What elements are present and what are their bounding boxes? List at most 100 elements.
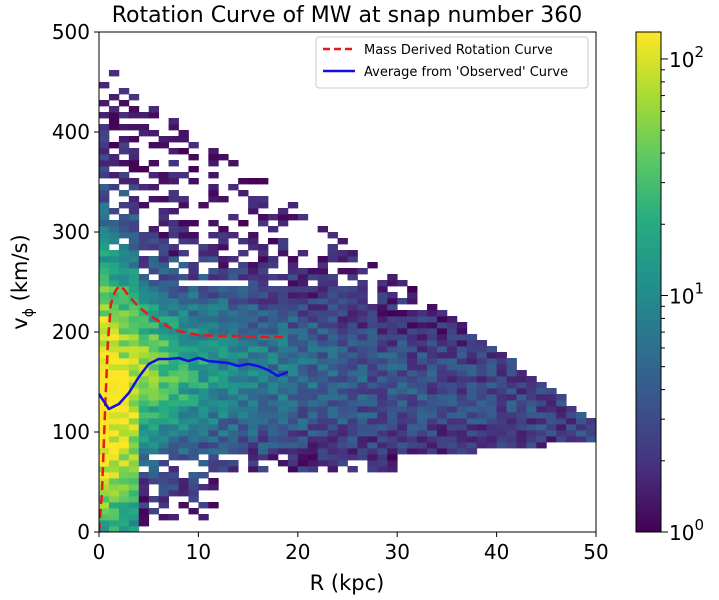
heatmap-cell <box>128 232 140 239</box>
heatmap-cell <box>267 274 279 281</box>
heatmap-cell <box>128 316 140 323</box>
heatmap-cell <box>138 238 150 245</box>
heatmap-cell <box>347 376 358 383</box>
heatmap-cell <box>387 460 398 467</box>
heatmap-cell <box>486 436 497 443</box>
heatmap-cell <box>297 346 309 353</box>
heatmap-cell <box>427 340 438 347</box>
heatmap-cell <box>417 388 428 395</box>
heatmap-cell <box>148 460 160 467</box>
heatmap-cell <box>148 286 160 293</box>
heatmap-cell <box>526 424 537 431</box>
heatmap-cell <box>417 310 428 317</box>
heatmap-cell <box>287 328 299 335</box>
heatmap-cell <box>337 292 348 299</box>
heatmap-cell <box>188 178 199 185</box>
heatmap-cell <box>218 262 229 269</box>
heatmap-cell <box>267 346 279 353</box>
heatmap-cell <box>417 334 428 341</box>
heatmap-cell <box>387 322 398 329</box>
heatmap-cell <box>248 454 259 461</box>
heatmap-cell <box>118 304 130 311</box>
heatmap-cell <box>277 214 289 221</box>
heatmap-cell <box>287 442 299 449</box>
heatmap-cell <box>188 154 199 161</box>
heatmap-cell <box>456 412 468 419</box>
heatmap-cell <box>158 430 169 437</box>
heatmap-cell <box>99 172 110 179</box>
heatmap-cell <box>208 406 219 413</box>
heatmap-cell <box>258 202 269 209</box>
heatmap-cell <box>307 436 319 443</box>
x-tick-label: 0 <box>93 540 106 564</box>
heatmap-cell <box>178 448 189 455</box>
heatmap-cell <box>108 310 120 317</box>
heatmap-cell <box>128 304 140 311</box>
heatmap-cell <box>436 322 448 329</box>
heatmap-cell <box>188 286 199 293</box>
heatmap-cell <box>188 400 199 407</box>
heatmap-cell <box>188 328 199 335</box>
heatmap-cell <box>118 274 130 281</box>
heatmap-cell <box>138 418 150 425</box>
heatmap-cell <box>228 232 239 239</box>
heatmap-cell <box>387 400 398 407</box>
heatmap-cell <box>297 400 309 407</box>
heatmap-cell <box>327 346 338 353</box>
heatmap-cell <box>148 322 160 329</box>
heatmap-cell <box>337 418 348 425</box>
heatmap-cell <box>228 316 239 323</box>
heatmap-cell <box>108 520 120 527</box>
heatmap-cell <box>446 394 458 401</box>
heatmap-cell <box>367 460 378 467</box>
heatmap-cell <box>128 94 140 101</box>
heatmap-cell <box>427 406 438 413</box>
heatmap-cell <box>397 406 408 413</box>
heatmap-cell <box>317 304 329 311</box>
heatmap-cell <box>198 256 209 263</box>
heatmap-cell <box>287 418 299 425</box>
heatmap-cell <box>99 256 110 263</box>
heatmap-cell <box>277 448 289 455</box>
heatmap-cell <box>287 406 299 413</box>
heatmap-cell <box>99 196 110 203</box>
heatmap-cell <box>108 406 120 413</box>
heatmap-cell <box>427 322 438 329</box>
heatmap-cell <box>99 292 110 299</box>
heatmap-cell <box>148 364 160 371</box>
heatmap-cell <box>118 310 130 317</box>
heatmap-cell <box>327 250 338 257</box>
heatmap-cell <box>407 352 418 359</box>
heatmap-cell <box>327 376 338 383</box>
heatmap-cell <box>108 106 120 113</box>
heatmap-cell <box>566 436 577 443</box>
heatmap-cell <box>248 292 259 299</box>
heatmap-cell <box>377 406 388 413</box>
heatmap-cell <box>506 436 517 443</box>
heatmap-cell <box>188 484 199 491</box>
heatmap-cell <box>138 412 150 419</box>
heatmap-cell <box>108 382 120 389</box>
heatmap-cell <box>218 364 229 371</box>
heatmap-cell <box>158 262 169 269</box>
heatmap-cell <box>317 358 329 365</box>
heatmap-cell <box>238 178 249 185</box>
heatmap-cell <box>496 424 507 431</box>
heatmap-cell <box>228 340 239 347</box>
heatmap-cell <box>277 406 289 413</box>
heatmap-cell <box>99 520 110 527</box>
heatmap-cell <box>297 280 309 287</box>
heatmap-cell <box>476 340 488 347</box>
heatmap-cell <box>456 406 468 413</box>
heatmap-cell <box>178 292 189 299</box>
heatmap-cell <box>108 94 120 101</box>
heatmap-cell <box>367 376 378 383</box>
heatmap-cell <box>427 358 438 365</box>
heatmap-cell <box>436 310 448 317</box>
heatmap-cell <box>317 316 329 323</box>
heatmap-cell <box>188 298 199 305</box>
heatmap-cell <box>158 232 169 239</box>
heatmap-cell <box>397 352 408 359</box>
heatmap-cell <box>327 406 338 413</box>
heatmap-cell <box>387 430 398 437</box>
